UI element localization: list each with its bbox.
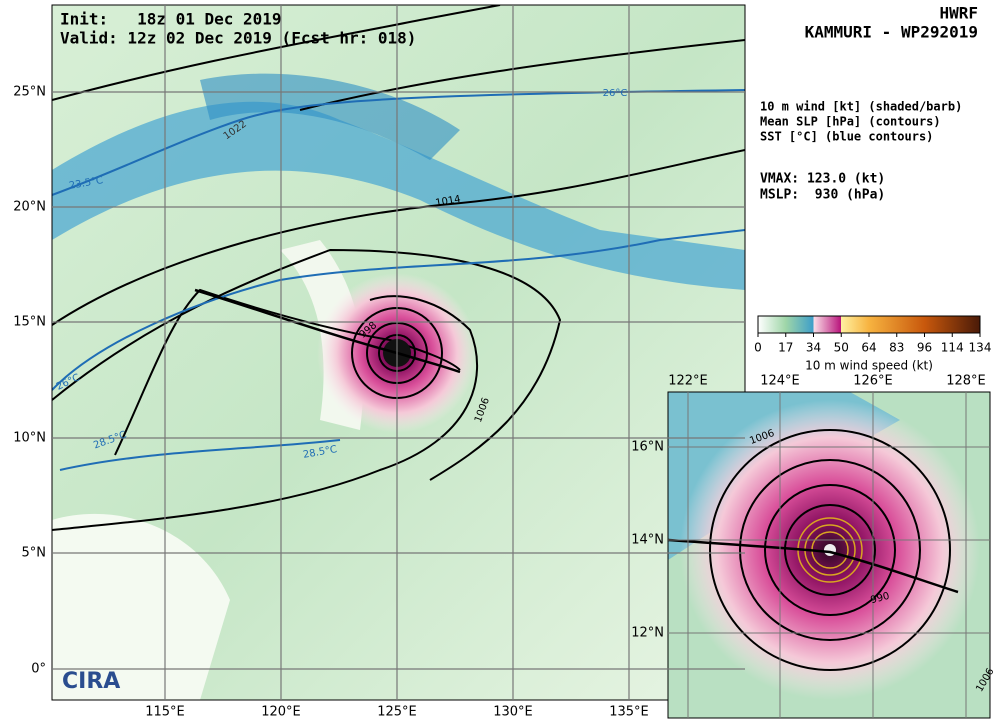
inset-lat-label: 12°N	[631, 626, 664, 641]
colorbar-tick-label: 0	[754, 341, 762, 355]
inset-lon-label: 126°E	[853, 374, 893, 389]
storm-track	[668, 538, 959, 594]
colorbar-tick-label: 17	[778, 341, 793, 355]
colorbar-tick-label: 114	[941, 341, 964, 355]
lat-label: 20°N	[13, 200, 46, 215]
colorbar-tick-label: 34	[806, 341, 821, 355]
lon-label: 125°E	[377, 705, 417, 720]
legend-line: 10 m wind [kt] (shaded/barb)	[760, 100, 962, 114]
colorbar-tick-label: 50	[834, 341, 849, 355]
main-frame	[51, 4, 746, 701]
inset-contour-label: 990	[869, 591, 890, 607]
inset-lat-label: 16°N	[631, 440, 664, 455]
colorbar-tick-label: 83	[889, 341, 904, 355]
inset-lat-label: 14°N	[631, 533, 664, 548]
lat-label: 15°N	[13, 315, 46, 330]
slp-contours	[709, 429, 951, 671]
storm-track	[194, 288, 461, 374]
lon-label: 120°E	[261, 705, 301, 720]
contour-label: 26°C	[603, 88, 628, 99]
lat-label: 25°N	[13, 85, 46, 100]
storm-stat: MSLP: 930 (hPa)	[760, 188, 885, 203]
lon-label: 130°E	[493, 705, 533, 720]
logo: CIRA	[62, 669, 120, 694]
legend-line: Mean SLP [hPa] (contours)	[760, 115, 941, 129]
lon-label: 135°E	[609, 705, 649, 720]
colorbar-tick-label: 64	[861, 341, 876, 355]
inset-frame	[667, 391, 991, 719]
colorbar	[757, 315, 981, 334]
wind-band	[52, 101, 745, 290]
lat-label: 0°	[31, 662, 46, 677]
main-map	[52, 5, 745, 700]
lat-label: 10°N	[13, 431, 46, 446]
land	[52, 513, 230, 700]
colorbar-label: 10 m wind speed (kt)	[805, 359, 933, 373]
inset-lon-label: 124°E	[760, 374, 800, 389]
legend-line: SST [°C] (blue contours)	[760, 130, 933, 144]
contour-label: 1014	[435, 194, 462, 209]
storm-stat: VMAX: 123.0 (kt)	[760, 172, 885, 187]
inset-lon-label: 122°E	[668, 374, 708, 389]
inset-lon-label: 128°E	[946, 374, 986, 389]
inset-map	[668, 392, 990, 718]
storm-name: KAMMURI - WP292019	[805, 23, 978, 42]
valid-time: Valid: 12z 02 Dec 2019 (Fcst hr: 018)	[60, 29, 416, 48]
lon-label: 115°E	[145, 705, 185, 720]
lat-label: 5°N	[22, 546, 47, 561]
model-name: HWRF	[939, 4, 978, 23]
colorbar-tick-label: 96	[917, 341, 932, 355]
sst-contours	[52, 89, 745, 471]
colorbar-tick-label: 134	[969, 341, 992, 355]
init-time: Init: 18z 01 Dec 2019	[60, 10, 282, 29]
wind-band	[200, 73, 460, 160]
